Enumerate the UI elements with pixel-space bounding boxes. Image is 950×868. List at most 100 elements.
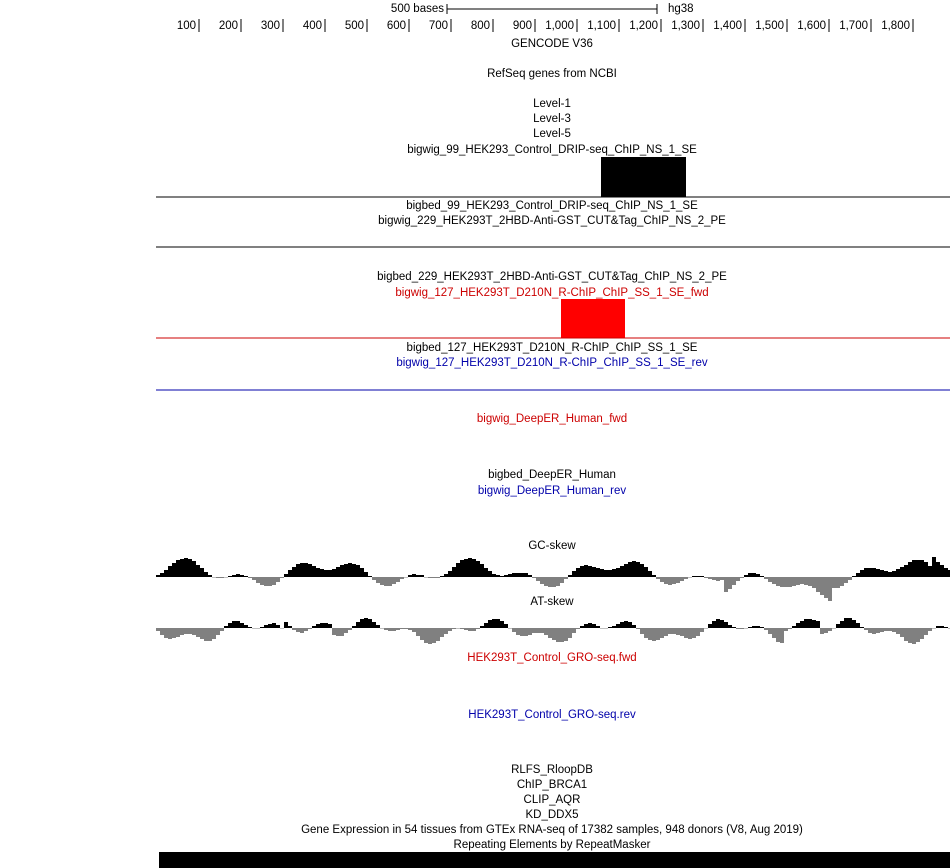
skew-bar [260,577,264,585]
skew-bar [284,574,288,577]
skew-bar [700,628,704,632]
skew-bar [428,628,432,644]
skew-bar [608,627,612,628]
skew-bar [464,559,468,577]
skew-bar [388,628,392,631]
skew-bar [352,564,356,577]
skew-bar [720,620,724,628]
skew-bar [688,577,692,578]
skew-bar [536,577,540,581]
skew-bar [888,628,892,631]
skew-bar [780,628,784,643]
skew-bar [452,628,456,629]
skew-bar [416,575,420,577]
skew-bar [416,628,420,636]
skew-bar [452,567,456,577]
skew-bar [492,574,496,577]
skew-bar [500,621,504,628]
skew-bar [784,628,788,631]
skew-bar [932,628,936,629]
skew-bar [864,628,868,630]
skew-bar [740,628,744,629]
skew-bar [900,567,904,577]
skew-bar [252,628,256,629]
skew-bar [328,624,332,628]
skew-bar [712,621,716,628]
skew-bar [560,577,564,583]
track-label: bigbed_99_HEK293_Control_DRIP-seq_ChIP_N… [406,200,698,212]
skew-bar [764,628,768,630]
ruler-label: 1,500 [755,20,784,32]
skew-bar [432,628,436,643]
skew-bar [564,628,568,641]
track-label: RefSeq genes from NCBI [487,68,617,80]
skew-bar [444,628,448,634]
skew-bar [816,577,820,592]
skew-bar [524,628,528,636]
skew-bar [156,628,160,631]
skew-bar [276,625,280,628]
track-label: GC-skew [528,540,576,552]
skew-bar [604,570,608,577]
skew-bar [184,628,188,634]
skew-bar [484,623,488,628]
skew-bar [892,571,896,577]
skew-bar [852,620,856,628]
skew-bar [860,627,864,628]
skew-bar [856,573,860,577]
skew-bar [840,577,844,586]
skew-bar [276,577,280,582]
skew-bar [596,626,600,628]
skew-bar [316,624,320,628]
skew-bar [908,562,912,577]
skew-bar [700,576,704,577]
skew-bar [516,628,520,635]
skew-bar [776,628,780,642]
skew-bar [172,628,176,638]
ruler-label: 600 [387,20,406,32]
skew-bar [436,577,440,578]
skew-bar [828,628,832,631]
skew-bar [220,577,224,578]
skew-bar [168,566,172,577]
skew-bar [188,559,192,577]
skew-bar [576,568,580,577]
skew-bar [672,628,676,634]
skew-bar [880,570,884,577]
skew-bar [888,572,892,577]
skew-bar [332,569,336,577]
skew-bar [868,628,872,633]
skew-bar [396,577,400,582]
skew-bar [396,628,400,630]
skew-bar [780,577,784,587]
skew-bar [944,627,948,628]
ruler-label: 500 [345,20,364,32]
skew-bar [748,573,752,577]
skew-bar [612,626,616,628]
skew-bar [760,627,764,628]
skew-bar [900,628,904,637]
skew-bar [412,628,416,632]
skew-bar [788,577,792,587]
skew-bar [320,623,324,628]
skew-bar [716,619,720,628]
skew-bar [616,568,620,577]
skew-bar [712,577,716,580]
skew-bar [756,574,760,577]
skew-bar [764,577,768,579]
skew-bar [740,577,744,578]
skew-bar [328,570,332,577]
skew-bar [296,564,300,577]
skew-bar [796,623,800,628]
skew-bar [696,628,700,636]
skew-bar [364,618,368,628]
skew-bar [180,559,184,577]
skew-bar [724,622,728,628]
skew-bar [316,568,320,577]
scale-label: 500 bases [391,3,444,15]
skew-bar [604,628,608,629]
skew-bar [588,623,592,628]
skew-bar [744,628,748,629]
skew-bar [928,628,932,631]
skew-bar [904,628,908,641]
